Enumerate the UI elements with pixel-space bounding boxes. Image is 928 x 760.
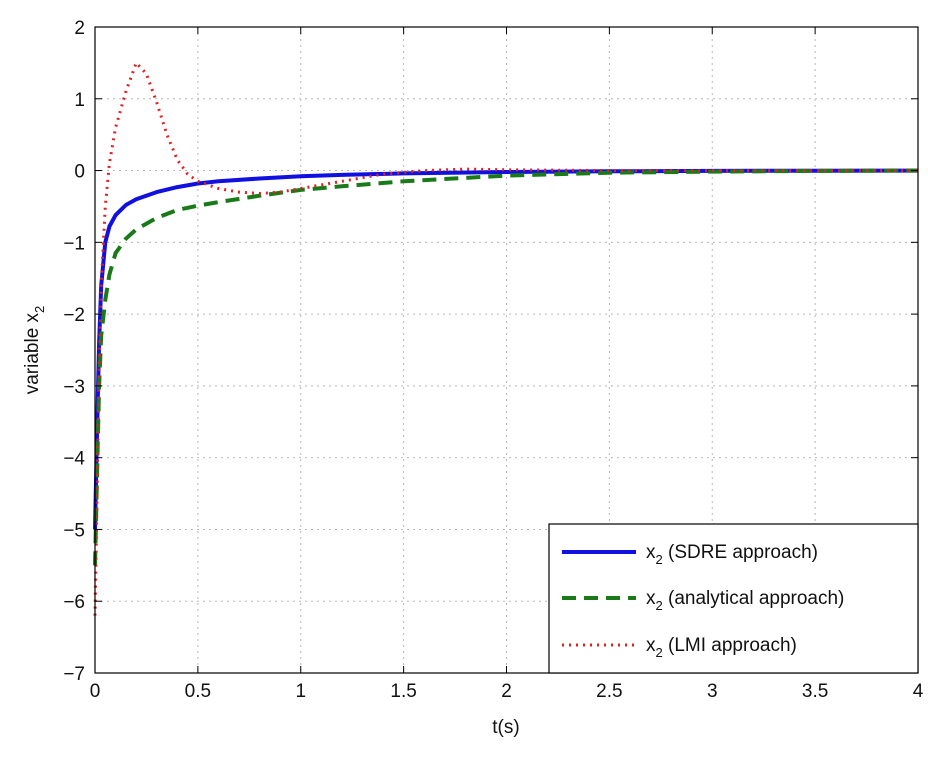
ticks bbox=[94, 26, 919, 674]
x-tick-label: 3.5 bbox=[802, 681, 828, 702]
y-tick-label: −4 bbox=[63, 449, 85, 470]
legend-label-analytical: x2 (analytical approach) bbox=[646, 588, 844, 613]
y-tick-label: −7 bbox=[63, 664, 85, 685]
x-tick-labels: 0 0.5 1 1.5 2 2.5 3 3.5 4 bbox=[90, 681, 924, 702]
x-axis-label: t(s) bbox=[492, 717, 519, 738]
y-axis-label-sub: 2 bbox=[32, 306, 47, 313]
y-axis-label: variable x2 bbox=[22, 306, 47, 395]
x-tick-label: 4 bbox=[913, 681, 924, 702]
y-tick-label: −1 bbox=[63, 233, 85, 254]
legend: x2 (SDRE approach) x2 (analytical approa… bbox=[548, 523, 919, 674]
series-analytical-line bbox=[93, 168, 919, 566]
legend-label-lmi: x2 (LMI approach) bbox=[646, 635, 797, 660]
y-tick-labels: −7 −6 −5 −4 −3 −2 −1 0 1 2 bbox=[63, 18, 85, 685]
y-tick-label: −2 bbox=[63, 305, 85, 326]
x-tick-label: 0.5 bbox=[185, 681, 211, 702]
x-tick-label: 3 bbox=[707, 681, 718, 702]
y-tick-label: −6 bbox=[63, 592, 85, 613]
x-tick-label: 2 bbox=[501, 681, 512, 702]
y-tick-label: 1 bbox=[74, 90, 85, 111]
x-tick-label: 2.5 bbox=[596, 681, 622, 702]
y-axis-label-base: variable x bbox=[22, 312, 43, 394]
x-tick-label: 1 bbox=[295, 681, 306, 702]
series-layer bbox=[93, 61, 919, 616]
y-tick-label: 2 bbox=[74, 18, 85, 39]
legend-label-sdre: x2 (SDRE approach) bbox=[646, 542, 818, 567]
y-tick-label: 0 bbox=[74, 162, 85, 183]
y-tick-label: −3 bbox=[63, 377, 85, 398]
x-tick-label: 0 bbox=[90, 681, 101, 702]
x-tick-label: 1.5 bbox=[390, 681, 416, 702]
y-tick-label: −5 bbox=[63, 520, 85, 541]
